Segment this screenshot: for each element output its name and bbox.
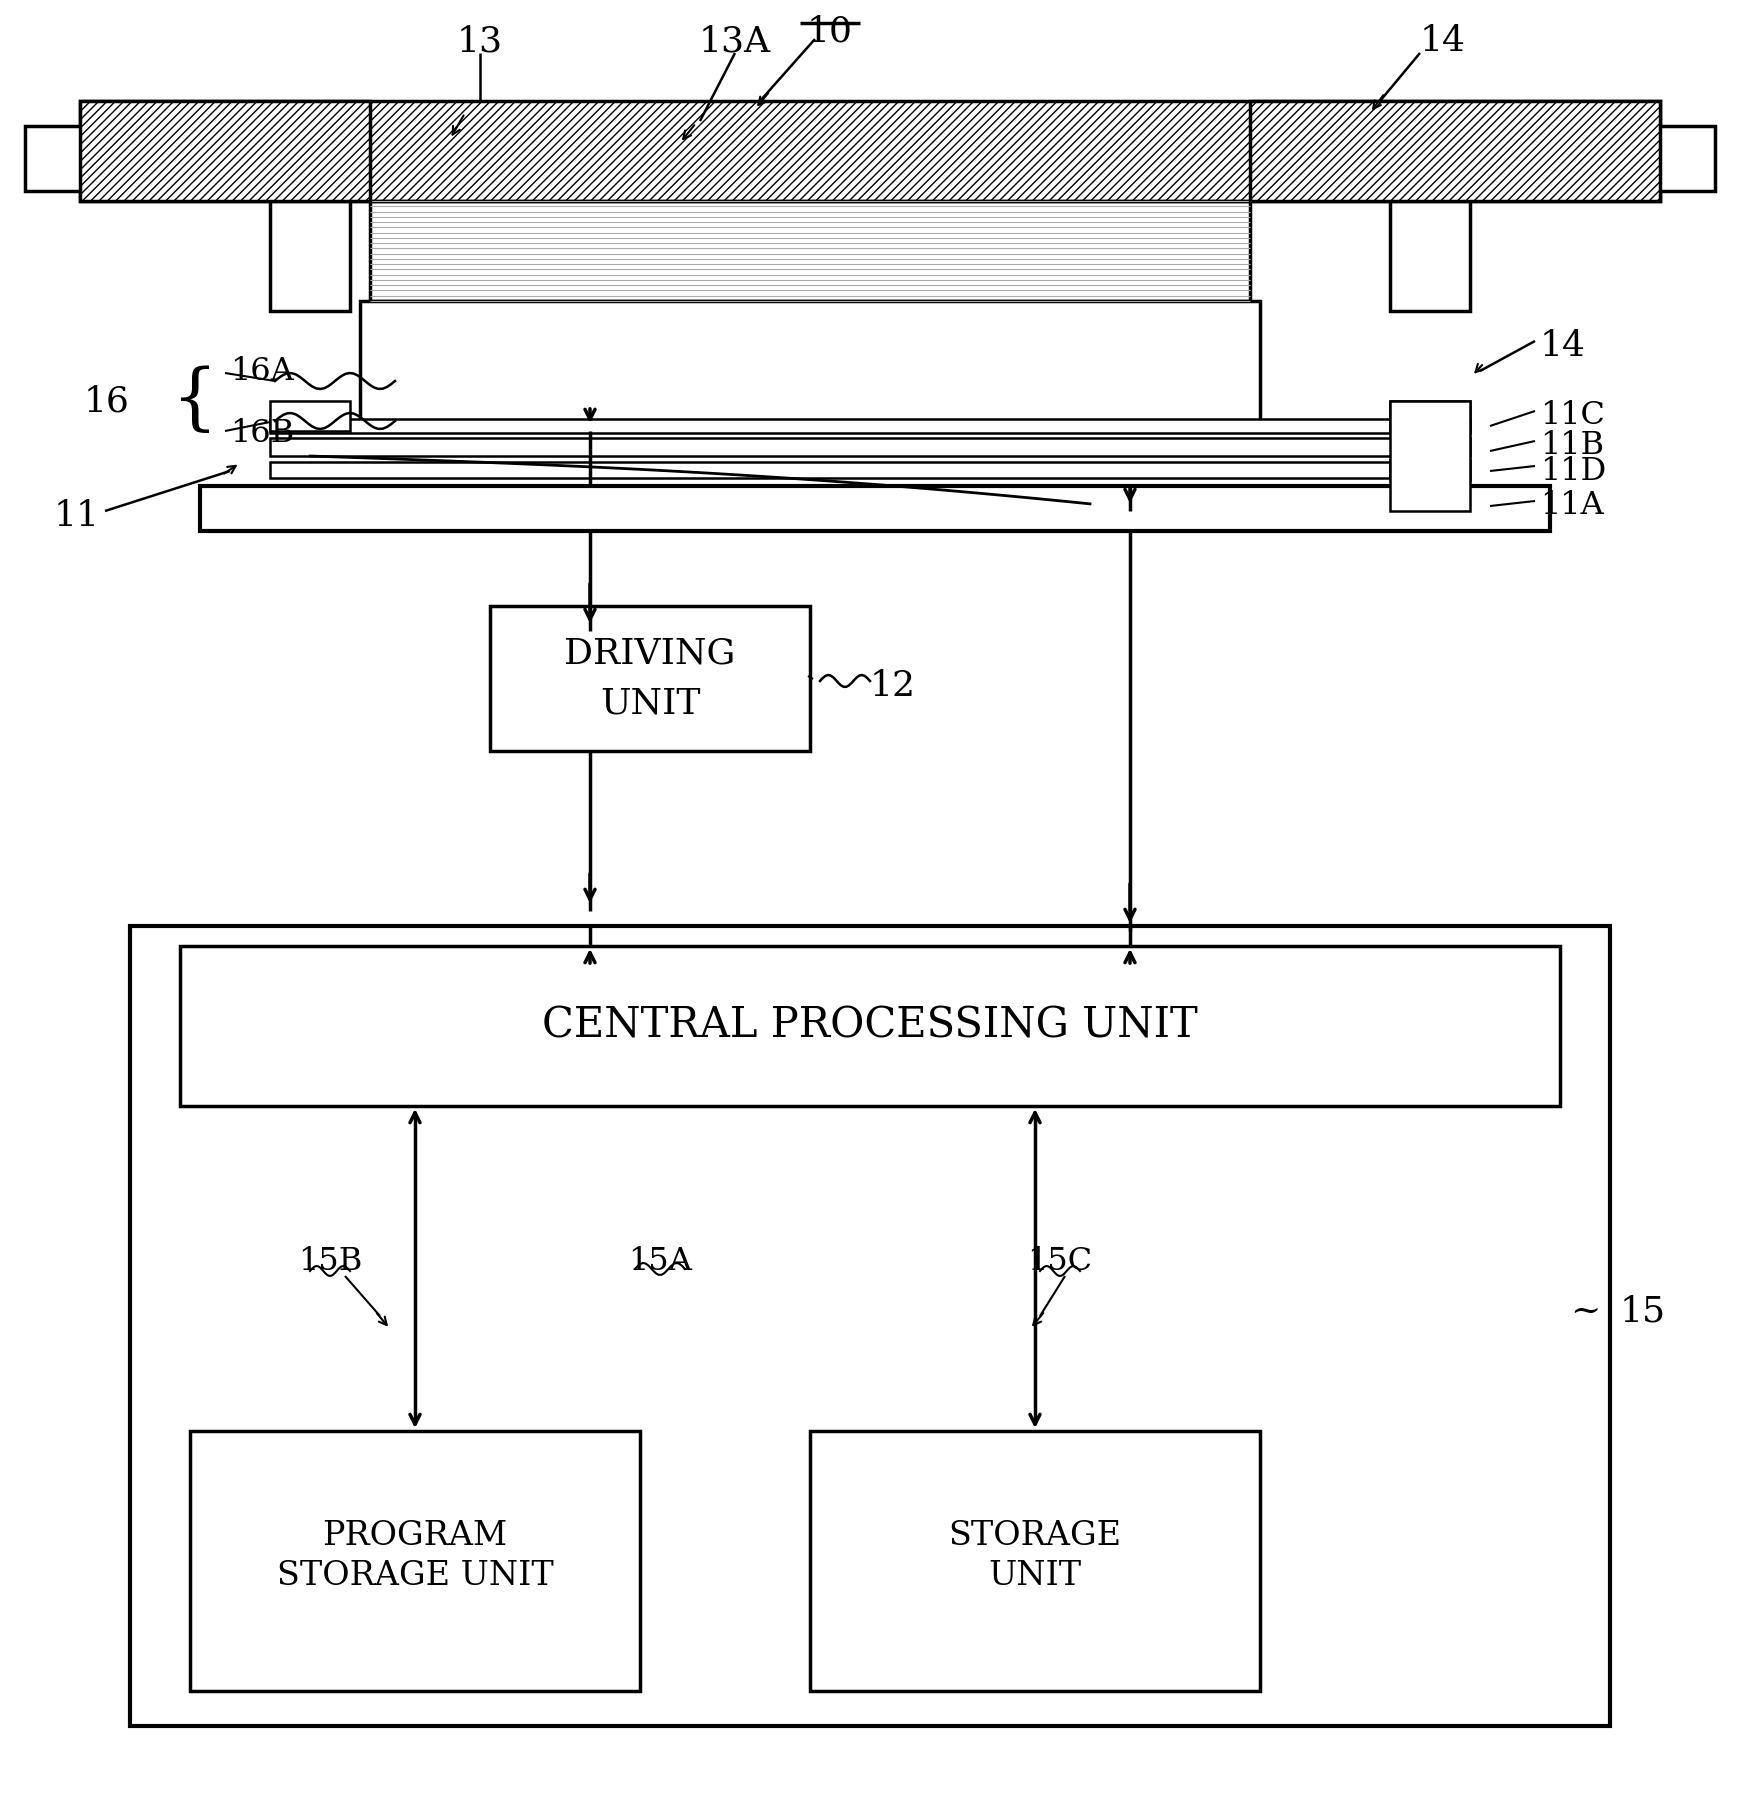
Bar — [270, 402, 350, 430]
Bar — [270, 420, 1469, 432]
Text: 16: 16 — [83, 384, 130, 418]
Bar — [1389, 459, 1469, 481]
Bar — [490, 605, 810, 751]
Text: 15: 15 — [1621, 1293, 1666, 1327]
Bar — [24, 126, 85, 191]
Text: 14: 14 — [1421, 23, 1466, 58]
Bar — [810, 1432, 1261, 1691]
Text: PROGRAM: PROGRAM — [322, 1520, 508, 1552]
Text: STORAGE UNIT: STORAGE UNIT — [277, 1560, 553, 1592]
Text: UNIT: UNIT — [988, 1560, 1082, 1592]
Text: ~: ~ — [1570, 1293, 1600, 1327]
Text: {: { — [172, 366, 217, 436]
Text: 11A: 11A — [1541, 490, 1603, 522]
Text: 14: 14 — [1541, 330, 1586, 364]
Text: 11B: 11B — [1541, 430, 1603, 461]
Text: 13A: 13A — [699, 23, 770, 58]
Bar — [1656, 126, 1715, 191]
Bar — [1250, 101, 1661, 202]
Bar — [80, 101, 1661, 202]
Text: 16B: 16B — [230, 418, 294, 448]
Text: DRIVING: DRIVING — [565, 636, 736, 670]
Text: 11D: 11D — [1541, 456, 1607, 486]
Bar — [1389, 202, 1469, 312]
Text: 11C: 11C — [1541, 400, 1605, 432]
Bar — [270, 438, 1469, 456]
Text: CENTRAL PROCESSING UNIT: CENTRAL PROCESSING UNIT — [543, 1005, 1198, 1046]
Text: 15A: 15A — [628, 1246, 692, 1277]
Text: 15C: 15C — [1028, 1246, 1092, 1277]
Bar — [1389, 402, 1469, 511]
Bar — [370, 202, 1250, 301]
Bar — [270, 463, 1410, 477]
Text: STORAGE: STORAGE — [948, 1520, 1122, 1552]
Text: 15B: 15B — [297, 1246, 362, 1277]
Bar — [360, 301, 1261, 421]
Text: 12: 12 — [870, 668, 916, 702]
Bar — [130, 926, 1610, 1725]
Text: UNIT: UNIT — [600, 686, 701, 720]
Bar — [80, 101, 370, 202]
Bar — [270, 202, 350, 312]
Bar — [181, 946, 1560, 1106]
Text: 16A: 16A — [230, 355, 294, 387]
Bar — [200, 486, 1549, 531]
Bar — [1389, 402, 1469, 430]
Text: 13: 13 — [457, 23, 503, 58]
Bar — [190, 1432, 640, 1691]
Text: 10: 10 — [807, 14, 854, 49]
Text: 11: 11 — [54, 499, 101, 533]
